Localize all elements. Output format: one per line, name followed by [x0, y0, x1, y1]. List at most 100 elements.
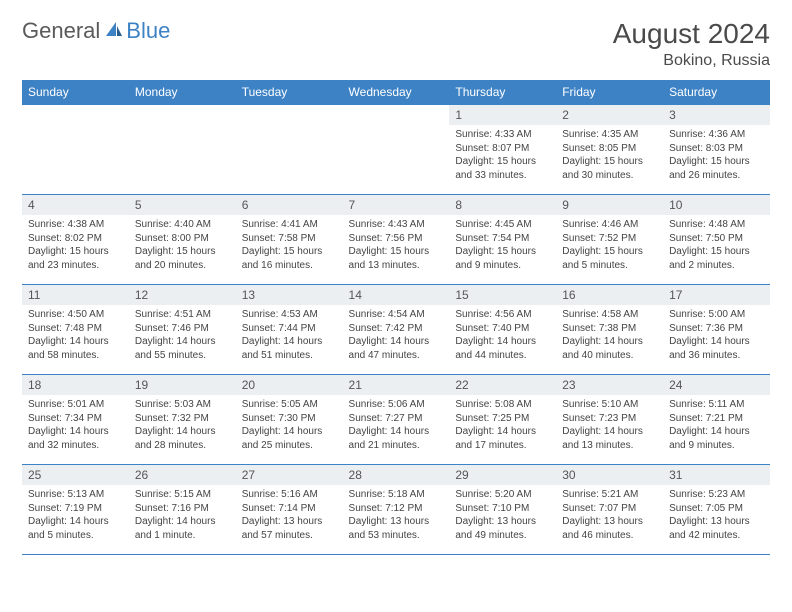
day-cell: 19Sunrise: 5:03 AMSunset: 7:32 PMDayligh… — [129, 375, 236, 465]
day-cell: 28Sunrise: 5:18 AMSunset: 7:12 PMDayligh… — [343, 465, 450, 555]
day-cell: 26Sunrise: 5:15 AMSunset: 7:16 PMDayligh… — [129, 465, 236, 555]
day-header-row: Sunday Monday Tuesday Wednesday Thursday… — [22, 80, 770, 105]
day-number: 12 — [129, 285, 236, 305]
day-content: Sunrise: 5:23 AMSunset: 7:05 PMDaylight:… — [663, 485, 770, 545]
day-number: 21 — [343, 375, 450, 395]
header: General Blue August 2024 Bokino, Russia — [22, 18, 770, 70]
day-cell: 30Sunrise: 5:21 AMSunset: 7:07 PMDayligh… — [556, 465, 663, 555]
week-row: 11Sunrise: 4:50 AMSunset: 7:48 PMDayligh… — [22, 285, 770, 375]
day-number: 20 — [236, 375, 343, 395]
day-content: Sunrise: 4:36 AMSunset: 8:03 PMDaylight:… — [663, 125, 770, 185]
day-cell: 21Sunrise: 5:06 AMSunset: 7:27 PMDayligh… — [343, 375, 450, 465]
day-cell: 2Sunrise: 4:35 AMSunset: 8:05 PMDaylight… — [556, 105, 663, 195]
day-cell — [129, 105, 236, 195]
day-number: 10 — [663, 195, 770, 215]
day-content: Sunrise: 5:10 AMSunset: 7:23 PMDaylight:… — [556, 395, 663, 455]
logo: General Blue — [22, 18, 170, 44]
location: Bokino, Russia — [613, 52, 770, 70]
day-number: 2 — [556, 105, 663, 125]
day-cell: 24Sunrise: 5:11 AMSunset: 7:21 PMDayligh… — [663, 375, 770, 465]
day-number: 17 — [663, 285, 770, 305]
day-cell: 29Sunrise: 5:20 AMSunset: 7:10 PMDayligh… — [449, 465, 556, 555]
day-header: Friday — [556, 80, 663, 105]
day-content: Sunrise: 4:54 AMSunset: 7:42 PMDaylight:… — [343, 305, 450, 365]
day-content: Sunrise: 5:01 AMSunset: 7:34 PMDaylight:… — [22, 395, 129, 455]
day-cell: 13Sunrise: 4:53 AMSunset: 7:44 PMDayligh… — [236, 285, 343, 375]
day-content: Sunrise: 4:53 AMSunset: 7:44 PMDaylight:… — [236, 305, 343, 365]
day-number: 15 — [449, 285, 556, 305]
day-content: Sunrise: 4:35 AMSunset: 8:05 PMDaylight:… — [556, 125, 663, 185]
logo-text-blue: Blue — [126, 18, 170, 44]
day-cell: 25Sunrise: 5:13 AMSunset: 7:19 PMDayligh… — [22, 465, 129, 555]
day-cell: 17Sunrise: 5:00 AMSunset: 7:36 PMDayligh… — [663, 285, 770, 375]
day-number: 13 — [236, 285, 343, 305]
day-cell: 20Sunrise: 5:05 AMSunset: 7:30 PMDayligh… — [236, 375, 343, 465]
day-content: Sunrise: 4:51 AMSunset: 7:46 PMDaylight:… — [129, 305, 236, 365]
day-cell: 8Sunrise: 4:45 AMSunset: 7:54 PMDaylight… — [449, 195, 556, 285]
day-number: 3 — [663, 105, 770, 125]
day-cell: 16Sunrise: 4:58 AMSunset: 7:38 PMDayligh… — [556, 285, 663, 375]
day-content: Sunrise: 4:50 AMSunset: 7:48 PMDaylight:… — [22, 305, 129, 365]
day-content: Sunrise: 5:00 AMSunset: 7:36 PMDaylight:… — [663, 305, 770, 365]
day-cell: 6Sunrise: 4:41 AMSunset: 7:58 PMDaylight… — [236, 195, 343, 285]
calendar-body: 1Sunrise: 4:33 AMSunset: 8:07 PMDaylight… — [22, 105, 770, 555]
day-number: 25 — [22, 465, 129, 485]
day-header: Saturday — [663, 80, 770, 105]
day-content: Sunrise: 5:18 AMSunset: 7:12 PMDaylight:… — [343, 485, 450, 545]
day-cell: 7Sunrise: 4:43 AMSunset: 7:56 PMDaylight… — [343, 195, 450, 285]
day-content: Sunrise: 5:06 AMSunset: 7:27 PMDaylight:… — [343, 395, 450, 455]
day-content: Sunrise: 4:40 AMSunset: 8:00 PMDaylight:… — [129, 215, 236, 275]
day-number: 5 — [129, 195, 236, 215]
day-cell: 12Sunrise: 4:51 AMSunset: 7:46 PMDayligh… — [129, 285, 236, 375]
day-header: Monday — [129, 80, 236, 105]
day-cell: 15Sunrise: 4:56 AMSunset: 7:40 PMDayligh… — [449, 285, 556, 375]
day-content: Sunrise: 4:56 AMSunset: 7:40 PMDaylight:… — [449, 305, 556, 365]
day-number: 22 — [449, 375, 556, 395]
day-content: Sunrise: 5:03 AMSunset: 7:32 PMDaylight:… — [129, 395, 236, 455]
day-cell — [343, 105, 450, 195]
day-number: 16 — [556, 285, 663, 305]
day-cell: 10Sunrise: 4:48 AMSunset: 7:50 PMDayligh… — [663, 195, 770, 285]
day-number: 6 — [236, 195, 343, 215]
day-cell: 4Sunrise: 4:38 AMSunset: 8:02 PMDaylight… — [22, 195, 129, 285]
day-cell — [236, 105, 343, 195]
day-number: 14 — [343, 285, 450, 305]
day-content: Sunrise: 4:46 AMSunset: 7:52 PMDaylight:… — [556, 215, 663, 275]
day-number: 19 — [129, 375, 236, 395]
day-cell: 18Sunrise: 5:01 AMSunset: 7:34 PMDayligh… — [22, 375, 129, 465]
day-cell: 31Sunrise: 5:23 AMSunset: 7:05 PMDayligh… — [663, 465, 770, 555]
day-number: 27 — [236, 465, 343, 485]
day-content: Sunrise: 5:15 AMSunset: 7:16 PMDaylight:… — [129, 485, 236, 545]
day-content: Sunrise: 5:08 AMSunset: 7:25 PMDaylight:… — [449, 395, 556, 455]
day-content: Sunrise: 4:38 AMSunset: 8:02 PMDaylight:… — [22, 215, 129, 275]
day-content: Sunrise: 5:16 AMSunset: 7:14 PMDaylight:… — [236, 485, 343, 545]
day-number: 29 — [449, 465, 556, 485]
day-number: 1 — [449, 105, 556, 125]
day-header: Sunday — [22, 80, 129, 105]
week-row: 1Sunrise: 4:33 AMSunset: 8:07 PMDaylight… — [22, 105, 770, 195]
day-cell: 11Sunrise: 4:50 AMSunset: 7:48 PMDayligh… — [22, 285, 129, 375]
day-number: 23 — [556, 375, 663, 395]
month-title: August 2024 — [613, 18, 770, 50]
day-number: 18 — [22, 375, 129, 395]
day-cell: 14Sunrise: 4:54 AMSunset: 7:42 PMDayligh… — [343, 285, 450, 375]
day-header: Thursday — [449, 80, 556, 105]
day-content: Sunrise: 5:05 AMSunset: 7:30 PMDaylight:… — [236, 395, 343, 455]
day-cell: 9Sunrise: 4:46 AMSunset: 7:52 PMDaylight… — [556, 195, 663, 285]
logo-sail-icon — [104, 20, 124, 43]
day-number: 31 — [663, 465, 770, 485]
day-content: Sunrise: 5:21 AMSunset: 7:07 PMDaylight:… — [556, 485, 663, 545]
day-content: Sunrise: 4:33 AMSunset: 8:07 PMDaylight:… — [449, 125, 556, 185]
day-cell: 27Sunrise: 5:16 AMSunset: 7:14 PMDayligh… — [236, 465, 343, 555]
day-content: Sunrise: 4:48 AMSunset: 7:50 PMDaylight:… — [663, 215, 770, 275]
day-header: Tuesday — [236, 80, 343, 105]
day-content: Sunrise: 5:20 AMSunset: 7:10 PMDaylight:… — [449, 485, 556, 545]
day-cell — [22, 105, 129, 195]
day-content: Sunrise: 4:41 AMSunset: 7:58 PMDaylight:… — [236, 215, 343, 275]
week-row: 4Sunrise: 4:38 AMSunset: 8:02 PMDaylight… — [22, 195, 770, 285]
logo-text-general: General — [22, 18, 100, 44]
day-number: 24 — [663, 375, 770, 395]
day-number: 26 — [129, 465, 236, 485]
day-cell: 1Sunrise: 4:33 AMSunset: 8:07 PMDaylight… — [449, 105, 556, 195]
day-cell: 22Sunrise: 5:08 AMSunset: 7:25 PMDayligh… — [449, 375, 556, 465]
